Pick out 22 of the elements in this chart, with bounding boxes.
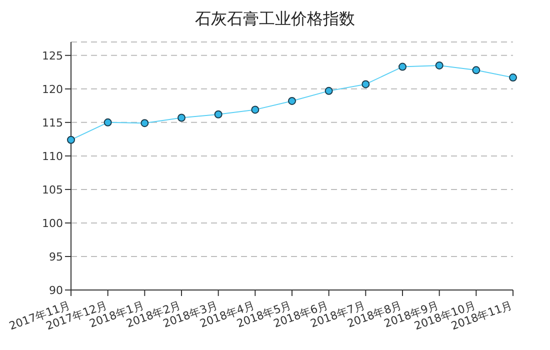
y-tick-label: 100: [42, 216, 63, 230]
point: [178, 114, 186, 122]
y-tick-label: 95: [49, 250, 63, 264]
point: [214, 110, 222, 118]
y-tick-label: 125: [42, 49, 63, 62]
y-tick-label: 110: [42, 150, 63, 163]
point: [362, 80, 370, 88]
point: [398, 62, 406, 71]
point: [140, 119, 149, 128]
y-tick-label: 115: [42, 116, 63, 130]
y-tick-label: 90: [49, 284, 63, 297]
point: [472, 66, 480, 74]
point: [509, 74, 517, 82]
point: [288, 96, 296, 105]
point: [435, 61, 444, 70]
point: [324, 86, 333, 95]
chart-title: 石灰石膏工业价格指数: [194, 8, 356, 30]
y-tick-label: 120: [42, 82, 63, 96]
point: [67, 136, 75, 144]
point: [251, 106, 260, 114]
point: [104, 118, 112, 126]
y-tick-label: 105: [42, 183, 63, 196]
